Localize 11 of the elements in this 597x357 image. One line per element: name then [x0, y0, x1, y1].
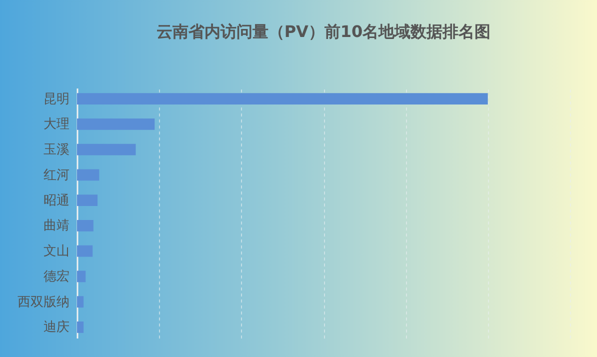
- y-tick-label: 昆明: [44, 92, 70, 107]
- y-tick-label: 德宏: [44, 268, 70, 284]
- chart-title: 云南省内访问量（PV）前10名地域数据排名图: [156, 22, 491, 41]
- y-tick-label: 昭通: [44, 193, 70, 208]
- y-tick-label: 大理: [44, 117, 70, 132]
- y-tick-label: 文山: [44, 244, 70, 260]
- y-tick-label: 红河: [44, 168, 70, 183]
- y-tick-label: 西双版纳: [18, 294, 70, 310]
- y-tick-label: 玉溪: [44, 142, 70, 158]
- y-tick-label: 迪庆: [44, 320, 70, 336]
- y-tick-label: 曲靖: [44, 218, 70, 234]
